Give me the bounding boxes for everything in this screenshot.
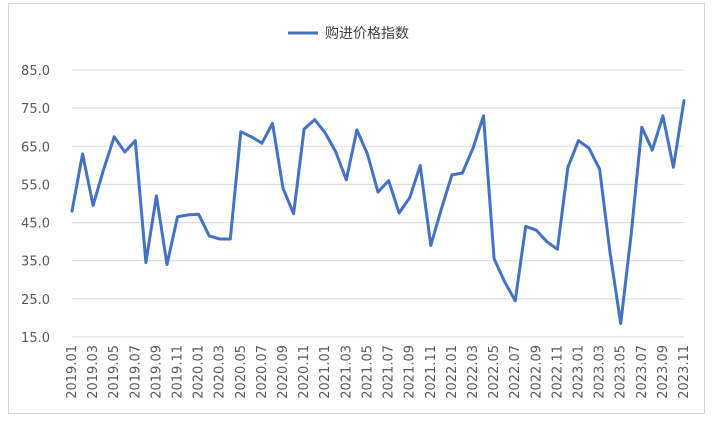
- y-axis-ticks: 15.0 25.0 35.0 45.0 55.0 65.0 75.0 85.0: [21, 64, 50, 346]
- x-tick-label: 2021.11: [424, 345, 439, 399]
- x-tick-label: 2023.03: [593, 345, 608, 399]
- x-tick-label: 2023.01: [571, 345, 586, 399]
- legend: 购进价格指数: [288, 26, 409, 42]
- x-tick-label: 2020.01: [192, 345, 207, 399]
- x-tick-label: 2023.05: [614, 345, 629, 399]
- x-axis-ticks: 2019.01 2019.03 2019.05 2019.07 2019.09 2019.…: [65, 345, 692, 399]
- y-tick-label: 55.0: [21, 178, 50, 193]
- gridlines: [72, 69, 684, 338]
- y-tick-label: 45.0: [21, 217, 50, 232]
- y-tick-label: 85.0: [21, 64, 50, 79]
- x-tick-label: 2023.09: [656, 345, 671, 399]
- x-tick-label: 2019.03: [86, 345, 101, 399]
- chart-frame: [8, 3, 705, 414]
- x-tick-label: 2023.07: [635, 345, 650, 399]
- series-line: [70, 99, 686, 326]
- x-tick-label: 2023.11: [677, 345, 692, 399]
- y-tick-label: 65.0: [21, 140, 50, 155]
- x-tick-label: 2022.09: [529, 345, 544, 399]
- x-tick-label: 2019.07: [128, 345, 143, 399]
- x-tick-label: 2021.03: [339, 345, 354, 399]
- y-tick-label: 35.0: [21, 255, 50, 270]
- x-tick-label: 2022.05: [487, 345, 502, 399]
- x-tick-label: 2022.11: [550, 345, 565, 399]
- y-tick-label: 75.0: [21, 102, 50, 117]
- x-tick-label: 2020.09: [276, 345, 291, 399]
- x-tick-label: 2022.01: [445, 345, 460, 399]
- x-tick-label: 2019.09: [149, 345, 164, 399]
- x-tick-label: 2019.01: [65, 345, 80, 399]
- x-tick-label: 2019.05: [107, 345, 122, 399]
- x-tick-label: 2020.03: [213, 345, 228, 399]
- x-tick-label: 2020.07: [255, 345, 270, 399]
- x-tick-label: 2019.11: [171, 345, 186, 399]
- x-tick-label: 2021.09: [403, 345, 418, 399]
- x-tick-label: 2021.07: [382, 345, 397, 399]
- x-tick-label: 2022.07: [508, 345, 523, 399]
- x-tick-label: 2020.11: [297, 345, 312, 399]
- x-tick-label: 2021.05: [360, 345, 375, 399]
- y-tick-label: 15.0: [21, 331, 50, 346]
- x-tick-label: 2020.05: [234, 345, 249, 399]
- y-tick-label: 25.0: [21, 293, 50, 308]
- x-tick-label: 2021.01: [318, 345, 333, 399]
- series-group: [70, 99, 686, 326]
- legend-label: 购进价格指数: [325, 26, 409, 42]
- x-tick-label: 2022.03: [466, 345, 481, 399]
